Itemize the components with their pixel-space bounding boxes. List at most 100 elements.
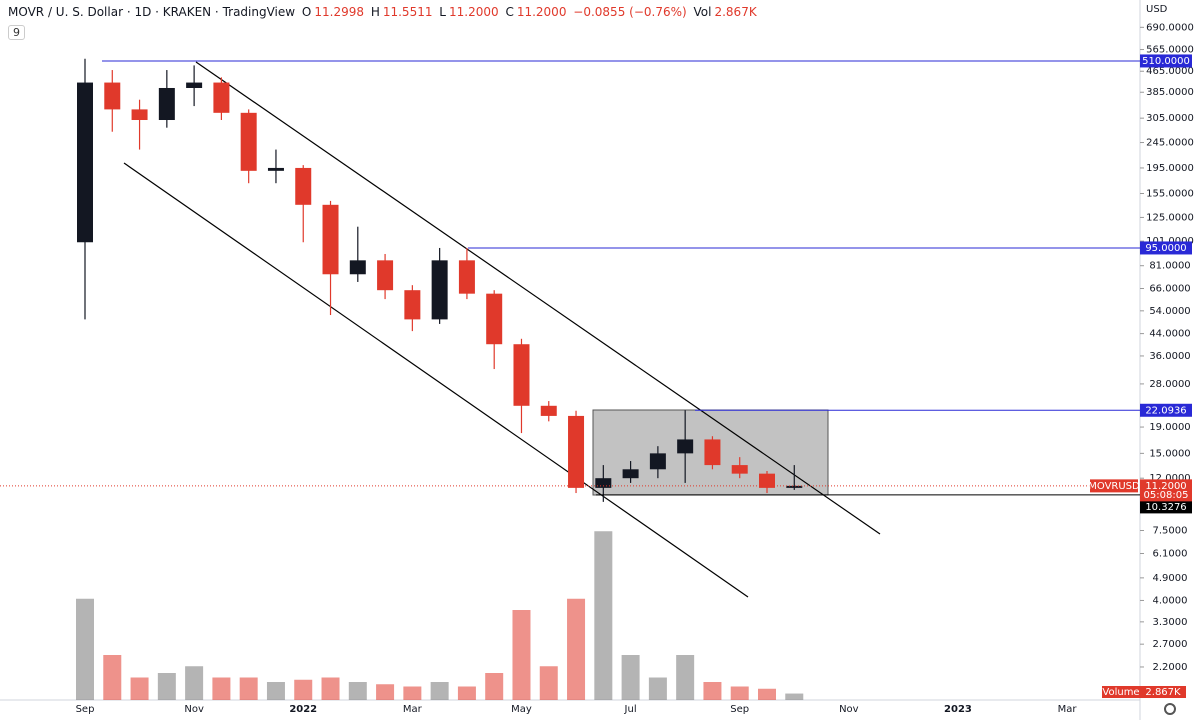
- candle-body: [595, 478, 612, 488]
- candle-body: [104, 82, 121, 110]
- volume-bar: [676, 655, 695, 700]
- last-price-tag: [1140, 479, 1192, 502]
- y-tick-label: 4.0000: [1153, 595, 1188, 606]
- volume-bar: [758, 688, 776, 700]
- volume-bar: [457, 686, 476, 700]
- volume-bar: [348, 682, 367, 700]
- candle-body: [731, 465, 748, 474]
- volume-tag-label: Volume: [1102, 687, 1139, 698]
- high-value: 11.5511: [382, 5, 433, 19]
- volume-bar: [567, 598, 586, 700]
- volume-bar: [621, 655, 640, 700]
- level-tag-label: 10.3276: [1145, 502, 1186, 513]
- candle-body: [704, 439, 721, 466]
- y-tick-label: 155.0000: [1146, 188, 1194, 199]
- candle-body: [431, 260, 448, 320]
- candle-body: [540, 405, 557, 416]
- volume-bar: [185, 666, 204, 700]
- open-value: 11.2998: [314, 5, 364, 19]
- volume-bar: [239, 677, 258, 700]
- symbol-tag: [1090, 479, 1138, 493]
- candle-body: [186, 82, 203, 88]
- volume-value: 2.867K: [714, 5, 757, 19]
- volume-value-tag: [1140, 686, 1186, 698]
- y-tick-label: 28.0000: [1149, 379, 1190, 390]
- level-tag: [1140, 403, 1192, 417]
- volume-tag: [1102, 686, 1140, 698]
- x-tick-label: Nov: [184, 704, 204, 715]
- candle-body: [349, 260, 366, 275]
- y-tick-label: 565.0000: [1146, 45, 1194, 56]
- y-tick-label: 305.0000: [1146, 113, 1194, 124]
- symbol-title: MOVR / U. S. Dollar · 1D · KRAKEN · Trad…: [8, 5, 296, 19]
- low-label: L: [439, 5, 446, 19]
- volume-bar: [376, 684, 395, 700]
- candle-body: [240, 112, 257, 171]
- y-tick-label: 2.2000: [1153, 662, 1188, 673]
- volume-bar: [103, 655, 122, 700]
- candle-body: [513, 344, 530, 406]
- volume-label: Vol: [693, 5, 712, 19]
- volume-bar: [430, 682, 449, 700]
- volume-bar: [157, 673, 176, 700]
- y-tick-label: 385.0000: [1146, 87, 1194, 98]
- level-tag-label: 95.0000: [1145, 243, 1186, 254]
- volume-bar: [785, 693, 804, 700]
- candle-body: [77, 82, 93, 243]
- x-tick-label: Mar: [403, 704, 423, 715]
- x-tick-label: Sep: [76, 704, 95, 715]
- volume-value-label: 2.867K: [1145, 687, 1181, 698]
- open-label: O: [301, 5, 312, 19]
- y-tick-label: 12.0000: [1149, 473, 1190, 484]
- candle-body: [131, 109, 148, 121]
- currency-selector[interactable]: USD: [1146, 4, 1168, 15]
- volume-bar: [648, 677, 667, 700]
- y-tick-label: 19.0000: [1149, 422, 1190, 433]
- y-tick-label: 195.0000: [1146, 163, 1194, 174]
- settings-icon[interactable]: [1164, 703, 1176, 715]
- x-tick-label: Nov: [839, 704, 859, 715]
- volume-bar: [212, 677, 231, 700]
- candle-body: [622, 469, 639, 479]
- candle-body: [458, 260, 475, 294]
- y-tick-label: 2.7000: [1153, 639, 1188, 650]
- trend-line-upper: [195, 61, 881, 535]
- volume-bar: [294, 679, 313, 700]
- y-tick-label: 15.0000: [1149, 448, 1190, 459]
- candle-body: [568, 415, 585, 488]
- volume-bar: [485, 673, 504, 700]
- candle-body: [677, 439, 694, 454]
- volume-bar: [539, 666, 558, 700]
- y-tick-label: 6.1000: [1153, 548, 1188, 559]
- volume-bar: [266, 682, 285, 700]
- y-tick-label: 125.0000: [1146, 212, 1194, 223]
- close-value: 11.2000: [516, 5, 567, 19]
- legend-header: MOVR / U. S. Dollar · 1D · KRAKEN · Trad…: [8, 5, 760, 19]
- volume-bar: [321, 677, 340, 700]
- y-tick-label: 690.0000: [1146, 22, 1194, 33]
- low-value: 11.2000: [448, 5, 499, 19]
- level-tag-label: 22.0936: [1145, 405, 1186, 416]
- volume-bar: [130, 677, 149, 700]
- x-tick-label: Sep: [730, 704, 749, 715]
- candle-body: [486, 293, 503, 345]
- level-tag: [1140, 500, 1192, 514]
- change-value: −0.0855 (−0.76%): [573, 5, 687, 19]
- y-tick-label: 44.0000: [1149, 329, 1190, 340]
- x-tick-label: 2023: [944, 704, 972, 715]
- candle-body: [295, 167, 312, 205]
- y-tick-label: 36.0000: [1149, 351, 1190, 362]
- level-tag: [1140, 241, 1192, 255]
- candle-body: [649, 453, 666, 470]
- high-label: H: [370, 5, 380, 19]
- y-tick-label: 465.0000: [1146, 66, 1194, 77]
- y-tick-label: 245.0000: [1146, 138, 1194, 149]
- indicator-count[interactable]: 9: [8, 25, 25, 40]
- y-tick-label: 66.0000: [1149, 283, 1190, 294]
- candle-body: [759, 473, 775, 488]
- level-tag-label: 510.0000: [1142, 56, 1190, 67]
- y-tick-label: 7.5000: [1153, 525, 1188, 536]
- y-tick-label: 54.0000: [1149, 306, 1190, 317]
- candle-body: [404, 290, 421, 320]
